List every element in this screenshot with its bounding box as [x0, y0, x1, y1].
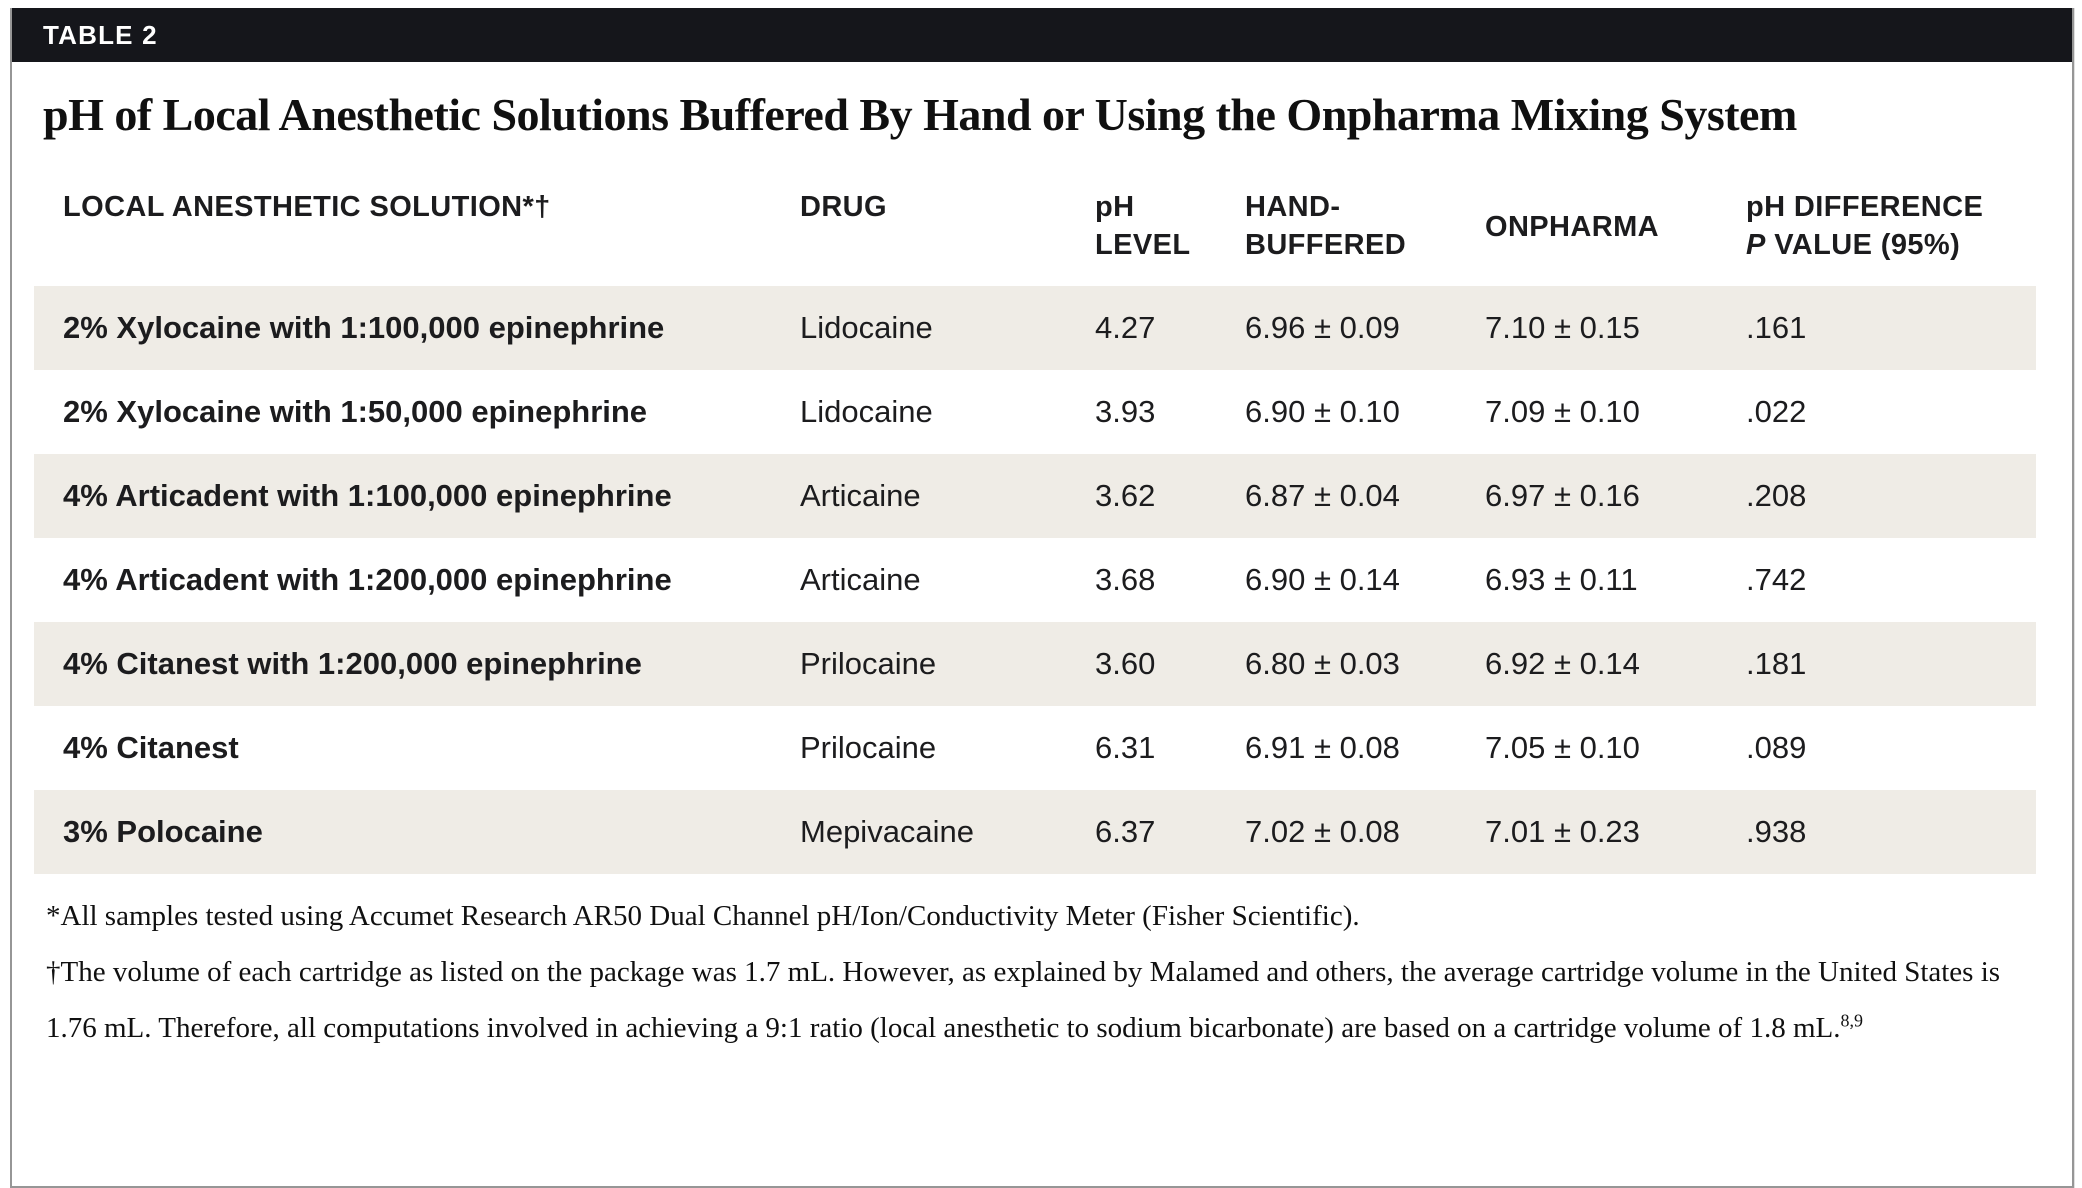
cell-ph-level: 4.27: [1095, 310, 1156, 345]
column-header-p-value: pH DIFFERENCE P VALUE (95%): [1746, 191, 1984, 261]
cell-onpharma: 7.09 ± 0.10: [1485, 394, 1640, 429]
cell-p-value: .742: [1746, 562, 1807, 597]
table-body: 2% Xylocaine with 1:100,000 epinephrine …: [34, 286, 2036, 874]
cell-onpharma: 6.97 ± 0.16: [1485, 478, 1640, 513]
table-number-banner: TABLE 2: [12, 8, 2072, 62]
cell-p-value: .089: [1746, 730, 1807, 765]
column-header-drug: DRUG: [800, 191, 887, 223]
cell-drug: Prilocaine: [800, 646, 937, 681]
table-row: 4% Articadent with 1:200,000 epinephrine…: [34, 538, 2036, 622]
cell-p-value: .208: [1746, 478, 1807, 513]
cell-drug: Articaine: [800, 562, 921, 597]
table-header-row: LOCAL ANESTHETIC SOLUTION*† DRUG pH LEVE…: [34, 174, 2036, 286]
cell-hand-buffered: 6.90 ± 0.14: [1245, 562, 1400, 597]
table-card: TABLE 2 pH of Local Anesthetic Solutions…: [10, 8, 2074, 1188]
cell-solution: 2% Xylocaine with 1:50,000 epinephrine: [63, 394, 648, 429]
cell-p-value: .161: [1746, 310, 1807, 345]
table-row: 4% Articadent with 1:100,000 epinephrine…: [34, 454, 2036, 538]
cell-solution: 2% Xylocaine with 1:100,000 epinephrine: [63, 310, 665, 345]
cell-solution: 4% Citanest: [63, 730, 239, 765]
cell-p-value: .938: [1746, 814, 1807, 849]
table-row: 4% Citanest with 1:200,000 epinephrine P…: [34, 622, 2036, 706]
cell-drug: Lidocaine: [800, 394, 933, 429]
table-row: 2% Xylocaine with 1:50,000 epinephrine L…: [34, 370, 2036, 454]
cell-drug: Lidocaine: [800, 310, 933, 345]
cell-onpharma: 7.05 ± 0.10: [1485, 730, 1640, 765]
column-header-solution: LOCAL ANESTHETIC SOLUTION*†: [63, 191, 551, 223]
cell-solution: 3% Polocaine: [63, 814, 263, 849]
cell-hand-buffered: 6.80 ± 0.03: [1245, 646, 1400, 681]
column-header-onpharma: ONPHARMA: [1485, 211, 1659, 243]
anesthetic-ph-table: LOCAL ANESTHETIC SOLUTION*† DRUG pH LEVE…: [34, 174, 2036, 874]
cell-drug: Mepivacaine: [800, 814, 975, 849]
data-table-wrapper: LOCAL ANESTHETIC SOLUTION*† DRUG pH LEVE…: [34, 174, 2044, 874]
footnote-dagger: †The volume of each cartridge as listed …: [46, 956, 2001, 1044]
cell-drug: Prilocaine: [800, 730, 937, 765]
table-row: 2% Xylocaine with 1:100,000 epinephrine …: [34, 286, 2036, 370]
cell-onpharma: 7.10 ± 0.15: [1485, 310, 1640, 345]
cell-ph-level: 3.60: [1095, 646, 1156, 681]
cell-ph-level: 3.93: [1095, 394, 1156, 429]
column-header-ph-level: pH LEVEL: [1095, 191, 1191, 261]
cell-hand-buffered: 6.90 ± 0.10: [1245, 394, 1400, 429]
footnote-asterisk: *All samples tested using Accumet Resear…: [46, 900, 1360, 932]
cell-solution: 4% Articadent with 1:100,000 epinephrine: [63, 478, 672, 513]
cell-hand-buffered: 6.91 ± 0.08: [1245, 730, 1400, 765]
column-header-hand-buffered: HAND- BUFFERED: [1245, 191, 1407, 261]
cell-solution: 4% Citanest with 1:200,000 epinephrine: [63, 646, 642, 681]
cell-ph-level: 3.62: [1095, 478, 1156, 513]
cell-drug: Articaine: [800, 478, 921, 513]
cell-onpharma: 6.92 ± 0.14: [1485, 646, 1640, 681]
table-row: 3% Polocaine Mepivacaine 6.37 7.02 ± 0.0…: [34, 790, 2036, 874]
table-number-label: TABLE 2: [43, 19, 158, 50]
cell-onpharma: 6.93 ± 0.11: [1485, 562, 1638, 597]
reference-superscript: 8,9: [1840, 1010, 1863, 1031]
cell-onpharma: 7.01 ± 0.23: [1485, 814, 1640, 849]
cell-hand-buffered: 7.02 ± 0.08: [1245, 814, 1400, 849]
p-italic: P: [1746, 229, 1766, 261]
cell-hand-buffered: 6.87 ± 0.04: [1245, 478, 1400, 513]
table-title: pH of Local Anesthetic Solutions Buffere…: [43, 89, 1797, 140]
cell-ph-level: 6.31: [1095, 730, 1156, 765]
footnotes: *All samples tested using Accumet Resear…: [46, 888, 2032, 1056]
cell-p-value: .022: [1746, 394, 1807, 429]
cell-hand-buffered: 6.96 ± 0.09: [1245, 310, 1400, 345]
cell-ph-level: 3.68: [1095, 562, 1156, 597]
cell-p-value: .181: [1746, 646, 1807, 681]
table-row: 4% Citanest Prilocaine 6.31 6.91 ± 0.08 …: [34, 706, 2036, 790]
cell-ph-level: 6.37: [1095, 814, 1156, 849]
cell-solution: 4% Articadent with 1:200,000 epinephrine: [63, 562, 672, 597]
